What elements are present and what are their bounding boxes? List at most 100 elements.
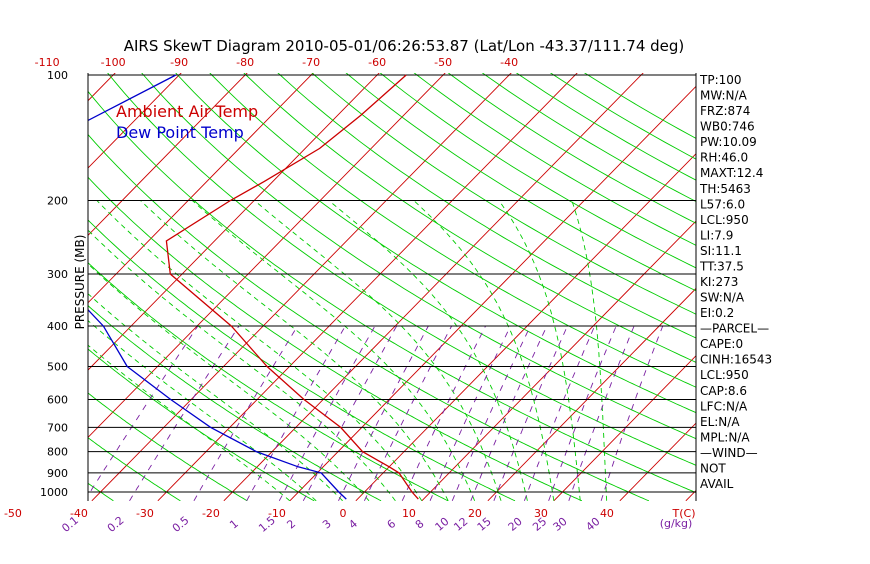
mixing-ratio-line xyxy=(568,325,635,501)
dry-adiabat-line xyxy=(243,73,696,363)
mixing-ratio-line xyxy=(278,325,376,501)
dry-adiabat-line xyxy=(88,482,114,501)
mixing-ratio-line xyxy=(429,325,511,501)
top-temp-tick-label: -50 xyxy=(434,56,452,69)
index-entry: NOT xyxy=(700,462,726,476)
dry-adiabat-line xyxy=(413,73,696,246)
index-entry: —PARCEL— xyxy=(700,322,769,336)
index-entry: CINH:16543 xyxy=(700,353,772,367)
index-entry: MW:N/A xyxy=(700,89,748,103)
index-entry: TT:37.5 xyxy=(699,260,744,274)
index-entry: SI:11.1 xyxy=(700,244,742,258)
index-entry: AVAIL xyxy=(700,477,734,491)
index-entry: CAP:8.6 xyxy=(700,384,747,398)
pressure-tick-label: 600 xyxy=(47,393,68,406)
bottom-temp-tick-label: -40 xyxy=(70,507,88,520)
isotherm-line xyxy=(88,73,314,304)
background-grid xyxy=(88,66,870,501)
moist-adiabat-line xyxy=(88,319,317,501)
top-temp-tick-label: -100 xyxy=(101,56,126,69)
isotherm-line xyxy=(157,73,578,501)
dry-adiabat-line xyxy=(277,73,696,339)
isotherm-line xyxy=(355,153,696,501)
moist-adiabat-line xyxy=(140,200,449,501)
chart-title: AIRS SkewT Diagram 2010-05-01/06:26:53.8… xyxy=(124,37,685,55)
index-entry: EI:0.2 xyxy=(700,306,734,320)
index-entry: LI:7.9 xyxy=(700,228,733,242)
bottom-temp-tick-label: 20 xyxy=(468,507,482,520)
pressure-tick-label: 500 xyxy=(47,360,68,373)
dry-adiabat-line xyxy=(88,133,650,501)
dry-adiabat-line xyxy=(88,348,315,501)
isotherm-line xyxy=(88,73,248,237)
mixing-ratio-line xyxy=(470,325,548,501)
bottom-temp-tick-label: -20 xyxy=(202,507,220,520)
dry-adiabat-line xyxy=(88,305,382,501)
dew-point-temp-line xyxy=(88,74,347,500)
y-axis-label: PRESSURE (MB) xyxy=(73,235,87,330)
index-entry: FRZ:874 xyxy=(700,104,750,118)
isotherm-line xyxy=(752,66,870,501)
mixing-ratio-line xyxy=(129,325,240,501)
mixing-ratio-line xyxy=(401,325,486,501)
mixing-ratio-tick-label: 30 xyxy=(551,515,570,534)
mixing-ratio-tick-label: 0.5 xyxy=(170,514,192,535)
isotherm-line xyxy=(487,287,696,501)
mixing-ratio-unit-label: (g/kg) xyxy=(660,517,693,530)
mixing-ratio-tick-label: 0.2 xyxy=(105,514,127,535)
pressure-tick-label: 700 xyxy=(47,421,68,434)
index-entry: —WIND— xyxy=(700,446,758,460)
mixing-ratio-tick-label: 3 xyxy=(320,517,334,531)
legend-dew-point-temp: Dew Point Temp xyxy=(116,123,244,142)
dry-adiabat-line xyxy=(88,392,248,501)
index-entry: LCL:950 xyxy=(700,368,749,382)
axes: 1002003004005006007008009001000-120-110-… xyxy=(4,56,697,535)
isotherm-line xyxy=(91,73,512,501)
pressure-tick-label: 900 xyxy=(47,467,68,480)
mixing-ratio-line xyxy=(88,325,199,497)
index-entry: LCL:950 xyxy=(700,213,749,227)
dry-adiabat-line xyxy=(88,437,181,501)
dry-adiabat-line xyxy=(107,73,696,466)
top-temp-tick-label: -90 xyxy=(170,56,188,69)
bottom-temp-tick-label: 40 xyxy=(600,507,614,520)
index-entry: MAXT:12.4 xyxy=(700,166,763,180)
ambient-air-temp-line xyxy=(165,74,419,500)
top-temp-tick-label: -60 xyxy=(368,56,386,69)
moist-adiabat-line xyxy=(88,344,291,501)
bottom-temp-tick-label: -30 xyxy=(136,507,154,520)
moist-adiabat-line xyxy=(88,263,370,501)
mixing-ratio-line xyxy=(493,325,568,501)
mixing-ratio-tick-label: 4 xyxy=(346,517,360,531)
index-entry: TH:5463 xyxy=(699,182,751,196)
pressure-tick-label: 1000 xyxy=(40,486,68,499)
isotherm-line xyxy=(88,73,380,371)
isotherm-line xyxy=(619,422,696,501)
dry-adiabat-line xyxy=(88,219,516,501)
mixing-ratio-line xyxy=(246,325,346,501)
mixing-ratio-line xyxy=(302,325,397,501)
index-entry: PW:10.09 xyxy=(700,135,757,149)
bottom-temp-tick-label: 30 xyxy=(534,507,548,520)
bottom-temp-tick-label: -50 xyxy=(4,507,22,520)
mixing-ratio-line xyxy=(451,325,531,501)
moist-adiabat-line xyxy=(88,293,343,501)
index-entry: CAPE:0 xyxy=(700,337,743,351)
moist-adiabat-line xyxy=(88,229,396,501)
dry-adiabat-line xyxy=(175,73,696,414)
mixing-ratio-line xyxy=(363,325,452,501)
mixing-ratio-tick-label: 1 xyxy=(227,517,241,531)
pressure-tick-label: 400 xyxy=(47,320,68,333)
top-temp-tick-label: -40 xyxy=(500,56,518,69)
index-entry: SW:N/A xyxy=(700,291,745,305)
bottom-temp-tick-label: 0 xyxy=(339,507,346,520)
isotherm-line xyxy=(818,66,870,501)
dry-adiabat-line xyxy=(481,73,696,202)
mixing-ratio-tick-label: 8 xyxy=(413,517,427,531)
index-entry: TP:100 xyxy=(699,73,742,87)
dry-adiabat-line xyxy=(311,73,696,315)
moist-adiabat-line xyxy=(571,200,608,501)
mixing-ratio-tick-label: 2 xyxy=(284,517,298,531)
